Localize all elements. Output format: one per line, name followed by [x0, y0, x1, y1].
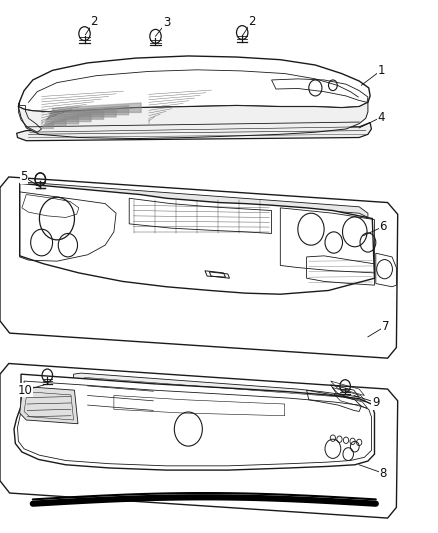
Polygon shape	[20, 183, 374, 294]
Text: 2: 2	[90, 15, 98, 28]
Polygon shape	[21, 182, 368, 217]
Text: 5: 5	[21, 171, 28, 183]
Polygon shape	[0, 364, 398, 518]
Text: 9: 9	[372, 396, 380, 409]
Polygon shape	[18, 101, 368, 139]
Text: 1: 1	[377, 64, 385, 77]
Text: 4: 4	[377, 111, 385, 124]
Text: 6: 6	[379, 220, 387, 233]
Text: 3: 3	[163, 16, 170, 29]
Text: 7: 7	[381, 320, 389, 333]
Polygon shape	[74, 373, 350, 406]
Polygon shape	[17, 123, 371, 141]
Polygon shape	[0, 177, 398, 358]
Text: 8: 8	[380, 467, 387, 480]
Text: 10: 10	[18, 384, 33, 397]
Text: 2: 2	[248, 15, 256, 28]
Polygon shape	[18, 56, 370, 112]
Polygon shape	[14, 374, 374, 470]
Polygon shape	[20, 386, 78, 424]
